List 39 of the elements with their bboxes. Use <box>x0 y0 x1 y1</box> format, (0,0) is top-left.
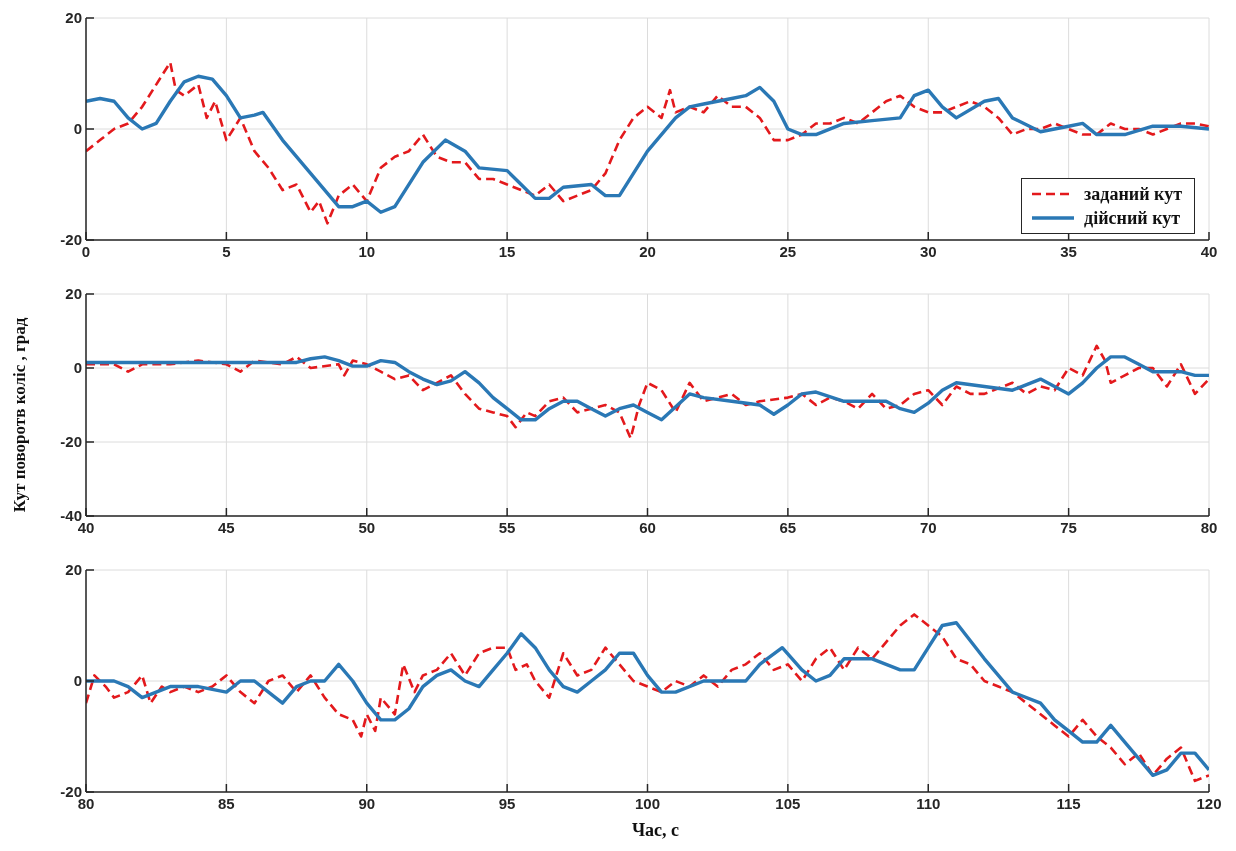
line-series <box>86 344 1209 440</box>
x-axis-title: Час, с <box>630 820 681 841</box>
x-tick-label: 20 <box>639 242 656 260</box>
x-tick-label: 55 <box>498 518 516 536</box>
x-tick-label: 100 <box>634 794 661 812</box>
x-tick-label: 80 <box>1200 518 1218 536</box>
x-tick-label: 35 <box>1060 242 1077 260</box>
x-tick-label: 60 <box>639 518 656 536</box>
legend-label: дійсний кут <box>1084 207 1181 230</box>
y-tick-label: 20 <box>65 9 82 27</box>
x-tick-label: 5 <box>222 242 231 260</box>
legend-label: заданий кут <box>1084 183 1182 206</box>
x-tick-label: 120 <box>1196 794 1222 812</box>
x-tick-label: 75 <box>1060 518 1077 536</box>
y-tick-label: -40 <box>60 507 82 525</box>
y-tick-label: 0 <box>73 120 82 138</box>
x-tick-label: 95 <box>498 794 516 812</box>
y-tick-label: 0 <box>73 672 82 690</box>
y-tick-label: -20 <box>60 433 82 451</box>
x-tick-label: 115 <box>1056 794 1081 812</box>
y-tick-label: 20 <box>65 285 82 303</box>
y-tick-label: 0 <box>73 359 82 377</box>
x-tick-label: 45 <box>218 518 235 536</box>
x-tick-label: 15 <box>498 242 516 260</box>
x-tick-label: 65 <box>779 518 797 536</box>
x-tick-label: 10 <box>358 242 376 260</box>
y-axis-title: Кут поворотв коліс , град <box>10 317 30 513</box>
y-tick-label: -20 <box>60 231 82 249</box>
x-tick-label: 70 <box>919 518 937 536</box>
x-tick-label: 50 <box>358 518 376 536</box>
x-tick-label: 25 <box>779 242 797 260</box>
x-tick-label: 110 <box>916 794 941 812</box>
x-tick-label: 40 <box>1200 242 1218 260</box>
x-tick-label: 105 <box>775 794 801 812</box>
y-tick-label: 20 <box>65 561 82 579</box>
x-tick-label: 30 <box>919 242 937 260</box>
line-series <box>86 355 1209 422</box>
x-tick-label: 85 <box>218 794 235 812</box>
x-tick-label: 90 <box>358 794 376 812</box>
